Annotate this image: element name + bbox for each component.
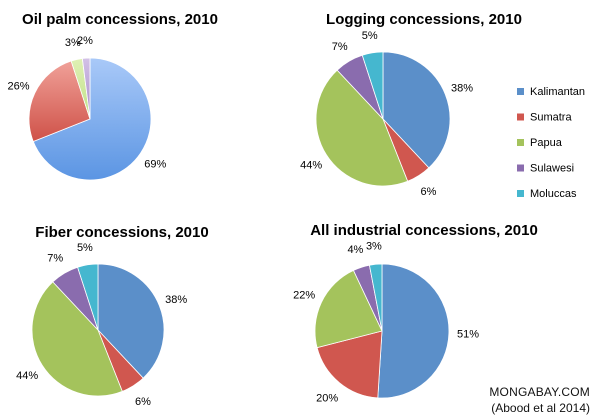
value-label-moluccas: 5% [362, 30, 378, 42]
value-label-kalimantan: 38% [165, 294, 187, 306]
legend-label-sumatra: Sumatra [530, 112, 572, 124]
pie-slice-papua [314, 269, 383, 349]
value-label-kalimantan: 51% [457, 329, 479, 341]
pie-slice-moluccas [361, 51, 384, 120]
pie-slice-sumatra [28, 60, 91, 142]
value-label-sulawesi: 4% [347, 244, 363, 256]
pie-slice-sumatra [316, 330, 383, 399]
pie-slice-papua [315, 69, 409, 187]
legend-swatch-papua [517, 139, 524, 146]
value-label-papua: 22% [293, 289, 315, 301]
pie-slice-kalimantan [97, 263, 165, 379]
chart-title-fiber: Fiber concessions, 2010 [35, 224, 208, 241]
credit-source: (Abood et al 2014) [491, 401, 590, 415]
pie-oil-palm: 69% 26% 3%2% [7, 35, 167, 181]
legend-swatch-sulawesi [517, 164, 524, 172]
value-label-sulawesi: 2% [77, 35, 93, 47]
chart-title-logging: Logging concessions, 2010 [326, 11, 522, 28]
pie-all-industrial: 51% 20% 22% 4% 3% [293, 240, 479, 404]
pie-slice-papua [31, 281, 123, 397]
pie-slice-kalimantan [377, 263, 450, 399]
value-label-papua: 44% [16, 370, 38, 382]
pie-fiber: 38% 6% 44% 7% 5% [16, 242, 187, 408]
pie-slice-kalimantan [382, 51, 451, 169]
chart-title-oil-palm: Oil palm concessions, 2010 [22, 11, 218, 28]
pie-slice-sulawesi [81, 57, 91, 120]
value-label-sulawesi: 7% [47, 253, 63, 265]
value-label-papua: 44% [300, 160, 322, 172]
pie-logging: 38% 6% 44% 7% 5% [300, 30, 473, 198]
value-label-kalimantan: 69% [144, 158, 166, 170]
legend-swatch-sumatra [517, 113, 524, 121]
pie-slice-moluccas [77, 263, 99, 331]
value-label-sumatra: 6% [135, 396, 151, 408]
legend-label-papua: Papua [530, 137, 563, 149]
value-label-kalimantan: 38% [451, 83, 473, 95]
legend-swatch-kalimantan [517, 88, 524, 95]
pie-slice-kalimantan [32, 57, 152, 181]
pie-slice-moluccas [368, 263, 383, 332]
value-label-moluccas: 3% [366, 240, 382, 252]
legend-label-kalimantan: Kalimantan [530, 86, 585, 98]
value-label-sumatra: 6% [421, 186, 437, 198]
legend-label-moluccas: Moluccas [530, 188, 577, 200]
legend-label-sulawesi: Sulawesi [530, 163, 574, 175]
legend-swatch-moluccas [517, 190, 524, 197]
value-label-papua: 3% [65, 37, 81, 49]
value-label-sumatra: 26% [7, 80, 29, 92]
value-label-sumatra: 20% [316, 392, 338, 404]
chart-title-all-industrial: All industrial concessions, 2010 [310, 222, 538, 239]
credit-site: MONGABAY.COM [489, 385, 590, 399]
legend: Kalimantan Sumatra Papua Sulawesi Moluccas [517, 86, 585, 200]
value-label-sulawesi: 7% [332, 41, 348, 53]
value-label-moluccas: 5% [77, 242, 93, 254]
